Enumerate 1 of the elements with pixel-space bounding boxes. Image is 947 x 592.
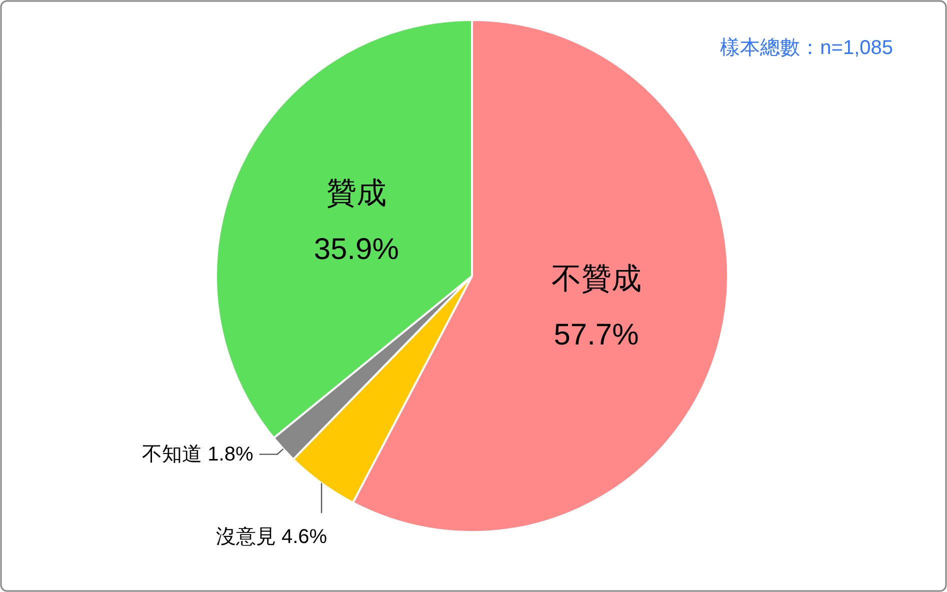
text: 樣本總數：n=1,085 bbox=[720, 37, 893, 59]
